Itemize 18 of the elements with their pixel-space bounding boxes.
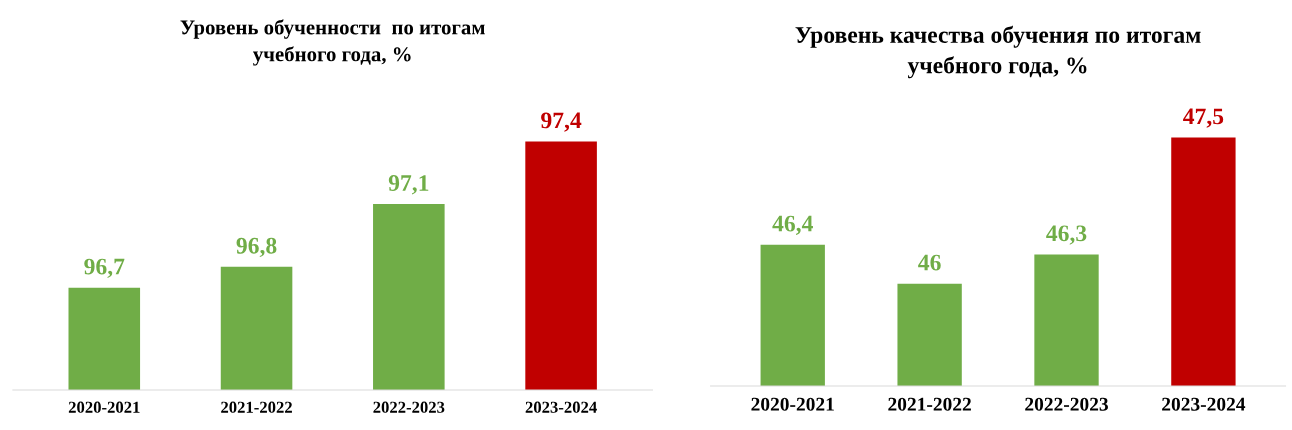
x-tick-label: 2023-2024	[1162, 397, 1246, 411]
data-label: 96,7	[84, 258, 125, 278]
chart-title: Уровень обученности по итогам учебного года, %	[180, 19, 485, 66]
data-label: 96,8	[236, 237, 277, 258]
x-tick-label: 2020-2021	[751, 397, 834, 411]
data-label: 46,4	[772, 215, 813, 235]
x-tick-label: 2022-2023	[373, 401, 445, 413]
x-tick-label: 2021-2022	[888, 397, 971, 411]
data-label: 47,5	[1183, 108, 1224, 128]
data-label: 46,3	[1046, 225, 1087, 245]
x-tick-label: 2023-2024	[525, 401, 597, 413]
chart-title: Уровень качества обучения по итогам учебного года, %	[795, 25, 1201, 79]
x-tick-label: 2020-2021	[68, 401, 140, 413]
data-label: 97,1	[388, 175, 429, 195]
x-tick-label: 2021-2022	[221, 401, 292, 413]
data-label: 46	[918, 254, 941, 271]
data-label: 97,4	[541, 112, 582, 132]
x-tick-label: 2022-2023	[1025, 397, 1108, 411]
